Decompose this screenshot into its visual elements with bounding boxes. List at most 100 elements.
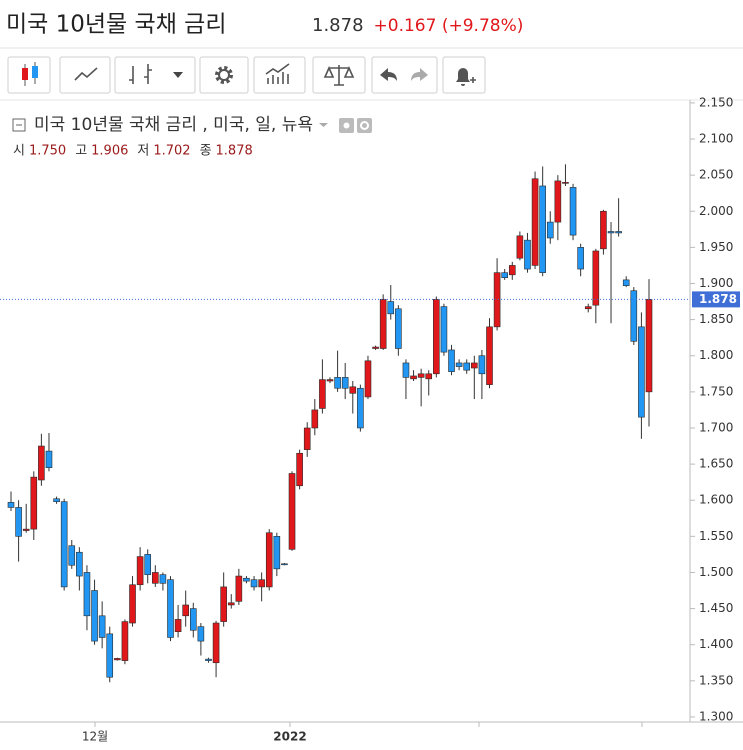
y-tick-label: 1.500 bbox=[699, 565, 733, 579]
candle-body bbox=[425, 373, 433, 380]
candle-body bbox=[83, 572, 91, 617]
candle-body bbox=[136, 556, 144, 586]
candle-body bbox=[584, 306, 592, 310]
candle-body bbox=[562, 182, 569, 184]
legend-collapse-icon[interactable] bbox=[12, 118, 26, 132]
legend-icons[interactable] bbox=[319, 118, 372, 133]
candle-body bbox=[197, 626, 205, 642]
candle-body bbox=[622, 279, 630, 286]
y-tick-label: 1.350 bbox=[699, 673, 733, 687]
candle-body bbox=[455, 362, 463, 367]
ohlc-label: 저 bbox=[137, 144, 149, 159]
candle-body bbox=[265, 532, 273, 588]
candle-body bbox=[76, 551, 83, 577]
y-tick-label: 1.450 bbox=[699, 601, 733, 615]
candle-body bbox=[45, 450, 53, 469]
candle-body bbox=[501, 272, 508, 279]
ohlc-value: 1.750 bbox=[29, 144, 66, 159]
y-tick-label: 1.900 bbox=[699, 276, 733, 290]
settings-button[interactable] bbox=[199, 56, 249, 94]
candle-body bbox=[478, 355, 486, 375]
candle-body bbox=[554, 180, 562, 223]
candle-body bbox=[235, 575, 243, 602]
candle-body bbox=[615, 231, 622, 234]
y-tick-label: 1.750 bbox=[699, 384, 733, 398]
candle-body bbox=[121, 621, 129, 661]
ohlc-label: 시 bbox=[13, 144, 25, 159]
candle-body bbox=[7, 502, 15, 508]
last-price-box bbox=[692, 291, 740, 308]
legend-gear bbox=[357, 118, 372, 133]
candle-body bbox=[91, 590, 98, 642]
candle-body bbox=[258, 579, 265, 588]
candle-body bbox=[281, 563, 288, 566]
candle-body bbox=[334, 377, 341, 389]
candle-body bbox=[349, 386, 357, 394]
candle-body bbox=[592, 250, 600, 306]
candle-body bbox=[15, 507, 22, 537]
candle-body bbox=[638, 326, 645, 418]
y-tick-label: 1.550 bbox=[699, 529, 733, 543]
line-button[interactable] bbox=[59, 56, 111, 94]
compare-button[interactable] bbox=[312, 56, 366, 94]
candle-body bbox=[250, 579, 258, 588]
y-tick-label: 1.300 bbox=[699, 709, 733, 723]
candle-body bbox=[174, 619, 182, 632]
candle-body bbox=[303, 427, 311, 450]
candle-body bbox=[410, 375, 417, 380]
y-tick-label: 1.850 bbox=[699, 312, 733, 326]
y-tick-label: 2.150 bbox=[699, 95, 733, 109]
bar-type-button[interactable] bbox=[114, 56, 196, 94]
candle-body bbox=[243, 577, 250, 582]
candle-body bbox=[68, 545, 76, 566]
ohlc-value: 1.906 bbox=[91, 144, 128, 159]
candle-body bbox=[440, 306, 448, 353]
candle-body bbox=[144, 554, 152, 575]
candle-body bbox=[524, 239, 531, 270]
candle-body bbox=[448, 349, 455, 372]
candle-body bbox=[395, 308, 402, 349]
candle-body bbox=[607, 231, 615, 234]
y-tick-label: 1.400 bbox=[699, 637, 733, 651]
ohlc-label: 고 bbox=[75, 144, 87, 159]
candle-body bbox=[227, 602, 235, 606]
candle-body bbox=[326, 379, 334, 382]
candle-body bbox=[341, 377, 349, 389]
legend-text: 미국 10년물 국채 금리 , 미국, 일, 뉴욕 bbox=[34, 115, 313, 135]
legend-eye-dot bbox=[343, 122, 350, 129]
y-tick-label: 2.050 bbox=[699, 168, 733, 182]
y-tick-label: 1.650 bbox=[699, 457, 733, 471]
candle-body bbox=[364, 360, 372, 398]
candle-body bbox=[600, 210, 607, 250]
candle-body bbox=[486, 326, 493, 385]
candle-body bbox=[357, 387, 364, 429]
candle-body bbox=[38, 445, 45, 481]
y-tick-label: 1.600 bbox=[699, 493, 733, 507]
candle-body bbox=[463, 362, 471, 371]
header-price: 1.878 bbox=[312, 15, 364, 36]
candle-body bbox=[106, 633, 114, 678]
candle-body bbox=[387, 301, 395, 315]
undo-redo-button[interactable] bbox=[371, 56, 438, 94]
legend-gear-dot bbox=[360, 121, 369, 130]
indicator-button[interactable] bbox=[253, 56, 306, 94]
header-change: +0.167 (+9.78%) bbox=[374, 16, 524, 36]
candle-body bbox=[372, 346, 379, 349]
candle-body bbox=[22, 528, 30, 531]
y-tick-label: 2.000 bbox=[699, 204, 733, 218]
candle-body bbox=[60, 501, 68, 588]
y-tick-label: 2.100 bbox=[699, 132, 733, 146]
candle-body bbox=[30, 476, 38, 530]
ohlc-value: 1.702 bbox=[153, 144, 190, 159]
candle-button[interactable] bbox=[7, 56, 51, 94]
candle-body bbox=[319, 379, 326, 409]
candle-body bbox=[539, 185, 546, 273]
candle-body bbox=[212, 622, 220, 664]
alert-button[interactable] bbox=[442, 56, 486, 94]
candle-body bbox=[516, 235, 524, 259]
toolbar bbox=[7, 56, 486, 94]
x-tick-label: 2022 bbox=[273, 730, 306, 744]
candle-body bbox=[182, 604, 189, 617]
candle-body bbox=[471, 362, 478, 369]
